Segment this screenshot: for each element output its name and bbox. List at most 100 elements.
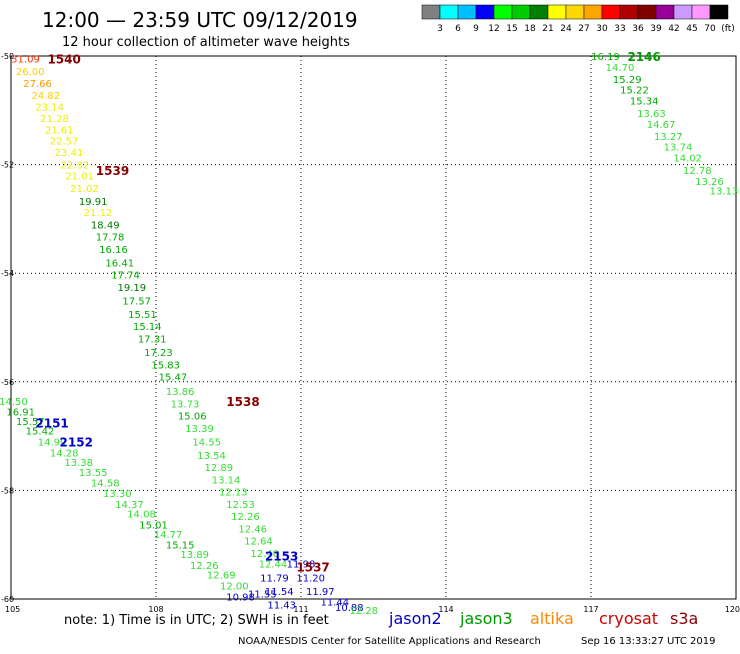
colorbar-swatch	[709, 4, 729, 20]
track-label: 1537	[296, 560, 329, 574]
data-point-label: 16.16	[99, 245, 128, 256]
colorbar-swatch	[475, 4, 495, 20]
data-point-label: 14.99	[38, 438, 67, 449]
colorbar-swatch	[655, 4, 675, 20]
data-point-label: 15.51	[128, 310, 157, 321]
data-point-label: 13.54	[197, 451, 226, 462]
colorbar-swatch	[601, 4, 621, 20]
page-subtitle: 12 hour collection of altimeter wave hei…	[62, 35, 350, 50]
data-point-label: 21.12	[84, 208, 113, 219]
data-point-label: 31.09	[11, 55, 40, 66]
data-point-label: 14.67	[647, 120, 676, 131]
y-axis-ticks: -50 -52 -54 -56 -58 -60	[1, 52, 14, 604]
track-label: 1539	[96, 164, 129, 178]
data-point-label: 16.41	[105, 258, 134, 269]
y-tick-label: -56	[1, 378, 14, 387]
data-point-label: 23.14	[35, 102, 64, 113]
data-point-label: 15.29	[613, 75, 642, 86]
legend-jason3: jason3	[459, 609, 513, 628]
x-axis-ticks: 105 108 111 114 117 120	[5, 605, 740, 614]
colorbar-label: 36	[632, 24, 644, 34]
data-point-label: 13.26	[695, 177, 724, 188]
data-point-label: 21.01	[65, 171, 94, 182]
data-point-label: 17.31	[138, 334, 167, 345]
data-point-label: 15.57	[16, 417, 45, 428]
x-tick-label: 117	[583, 605, 598, 614]
colorbar-label: 33	[614, 24, 625, 34]
colorbar-swatch	[511, 4, 531, 20]
footer-note: note: 1) Time is in UTC; 2) SWH is in fe…	[64, 613, 329, 628]
data-point-label: 11.44	[321, 598, 350, 609]
colorbar-label: 70	[704, 24, 716, 34]
data-point-label: 14.08	[127, 510, 156, 521]
data-point-label: 23.41	[55, 148, 84, 159]
data-point-label: 10.88	[335, 603, 364, 614]
plot-frame	[10, 55, 737, 600]
data-point-label: 14.28	[50, 448, 79, 459]
data-point-label: 11.97	[306, 587, 335, 598]
colorbar-label: 15	[506, 24, 517, 34]
colorbar-label: 6	[455, 24, 461, 34]
track-label: 1540	[47, 53, 80, 67]
data-point-label: 13.86	[166, 387, 195, 398]
colorbar-label: 39	[650, 24, 662, 34]
data-point-label: 14.55	[192, 438, 221, 449]
data-point-label: 12.44	[259, 560, 288, 571]
y-tick-label: -58	[1, 486, 14, 495]
data-point-label: 14.37	[115, 500, 144, 511]
colorbar-label: 9	[473, 24, 479, 34]
data-point-label: 14.02	[673, 154, 702, 165]
colorbar-label: (ft)	[721, 24, 735, 34]
track-label: 1538	[226, 395, 259, 409]
colorbar-swatch	[691, 4, 711, 20]
x-tick-label: 120	[725, 605, 740, 614]
data-point-label: 15.06	[178, 411, 207, 422]
data-point-label: 13.39	[185, 424, 214, 435]
data-point-label: 12.28	[350, 606, 379, 617]
data-point-label: 22.32	[60, 161, 89, 172]
data-point-label: 13.63	[637, 109, 666, 120]
colorbar-swatch	[493, 4, 513, 20]
x-tick-label: 105	[5, 605, 20, 614]
colorbar-label: 18	[524, 24, 536, 34]
data-point-label: 13.55	[79, 468, 108, 479]
data-point-label: 11.20	[296, 573, 325, 584]
colorbar-swatch	[583, 4, 603, 20]
track-label: 2152	[60, 436, 93, 450]
track-label: 2153	[265, 550, 298, 564]
y-tick-label: -50	[1, 52, 14, 61]
data-point-label: 12.64	[244, 536, 273, 547]
data-point-label: 13.74	[664, 143, 693, 154]
x-tick-label: 108	[148, 605, 163, 614]
data-point-label: 15.14	[133, 322, 162, 333]
colorbar-label: 42	[668, 24, 679, 34]
data-point-label: 12.40	[250, 549, 279, 560]
colorbar-swatch	[439, 4, 459, 20]
data-point-label: 13.14	[212, 476, 241, 487]
data-point-label: 12.78	[683, 166, 712, 177]
data-point-label: 15.01	[139, 521, 168, 532]
data-point-label: 17.78	[96, 232, 125, 243]
data-point-label: 12.00	[220, 581, 249, 592]
data-point-label: 15.34	[630, 97, 659, 108]
footer-credit: NOAA/NESDIS Center for Satellite Applica…	[238, 636, 541, 647]
data-point-label: 27.66	[23, 79, 52, 90]
data-point-label: 11.55	[248, 590, 277, 601]
colorbar-swatch	[529, 4, 549, 20]
legend-altika: altika	[530, 609, 574, 628]
x-tick-label: 114	[438, 605, 453, 614]
colorbar-swatch	[547, 4, 567, 20]
colorbar-label: 12	[488, 24, 499, 34]
colorbar-swatch	[637, 4, 657, 20]
data-point-label: 22.57	[50, 137, 79, 148]
data-point-label: 18.49	[91, 220, 120, 231]
data-point-label: 11.79	[260, 573, 289, 584]
track-labels: 1540 1539 1538 1537 2151 2152 2153 2146	[35, 50, 660, 574]
data-point-label: 21.02	[70, 184, 99, 195]
legend-cryosat: cryosat	[599, 609, 658, 628]
data-point-label: 12.26	[231, 512, 260, 523]
colorbar-label: 24	[560, 24, 572, 34]
data-point-label: 10.98	[226, 592, 255, 603]
colorbar-swatch	[565, 4, 585, 20]
